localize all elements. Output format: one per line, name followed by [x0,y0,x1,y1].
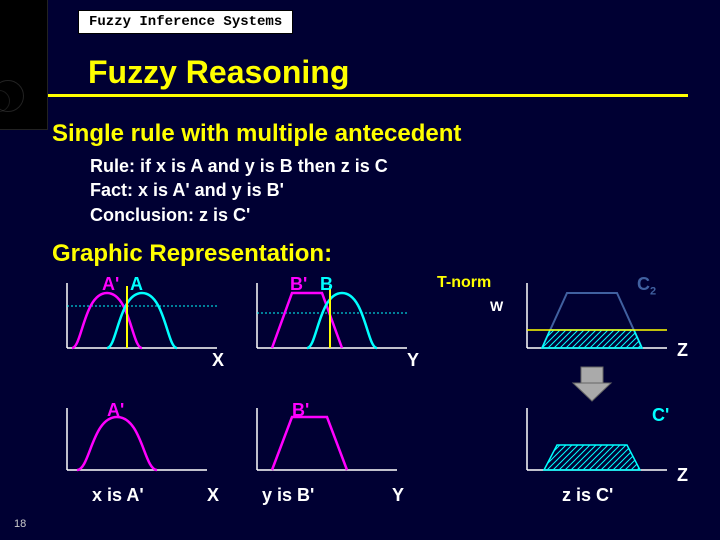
label-z2: Z [677,465,688,486]
label-c-prime: C' [652,405,669,426]
label-x1: X [212,350,224,371]
subtitle: Single rule with multiple antecedent [52,120,461,148]
label-b-prime-2: B' [292,400,309,421]
page-title: Fuzzy Reasoning [88,54,349,91]
panel-b2 [252,405,402,480]
diagram: A' A X B' B Y T-norm W C2 Z [52,270,692,520]
label-tnorm: T-norm [437,274,491,292]
panel-a2 [62,405,212,480]
label-y1: Y [407,350,419,371]
rules-block: Rule: if x is A and y is B then z is C F… [90,154,388,227]
down-arrow-icon [567,365,617,405]
corner-decoration [0,0,48,130]
graphic-title: Graphic Representation: [52,240,332,268]
label-b: B [320,274,333,295]
panel-cprime [522,405,672,480]
label-y2: Y [392,485,404,506]
label-zisc: z is C' [562,485,613,506]
label-x2: X [207,485,219,506]
title-underline [48,94,688,97]
label-z1: Z [677,340,688,361]
label-a-prime-2: A' [107,400,124,421]
label-a-prime: A' [102,274,119,295]
fact-line: Fact: x is A' and y is B' [90,178,388,202]
breadcrumb: Fuzzy Inference Systems [78,10,293,34]
conclusion-line: Conclusion: z is C' [90,203,388,227]
label-b-prime: B' [290,274,307,295]
label-w: W [490,298,503,314]
label-xisa: x is A' [92,485,144,506]
slide-number: 18 [14,518,26,530]
label-a: A [130,274,143,295]
label-yisb: y is B' [262,485,314,506]
label-c: C2 [637,274,656,298]
rule-line: Rule: if x is A and y is B then z is C [90,154,388,178]
